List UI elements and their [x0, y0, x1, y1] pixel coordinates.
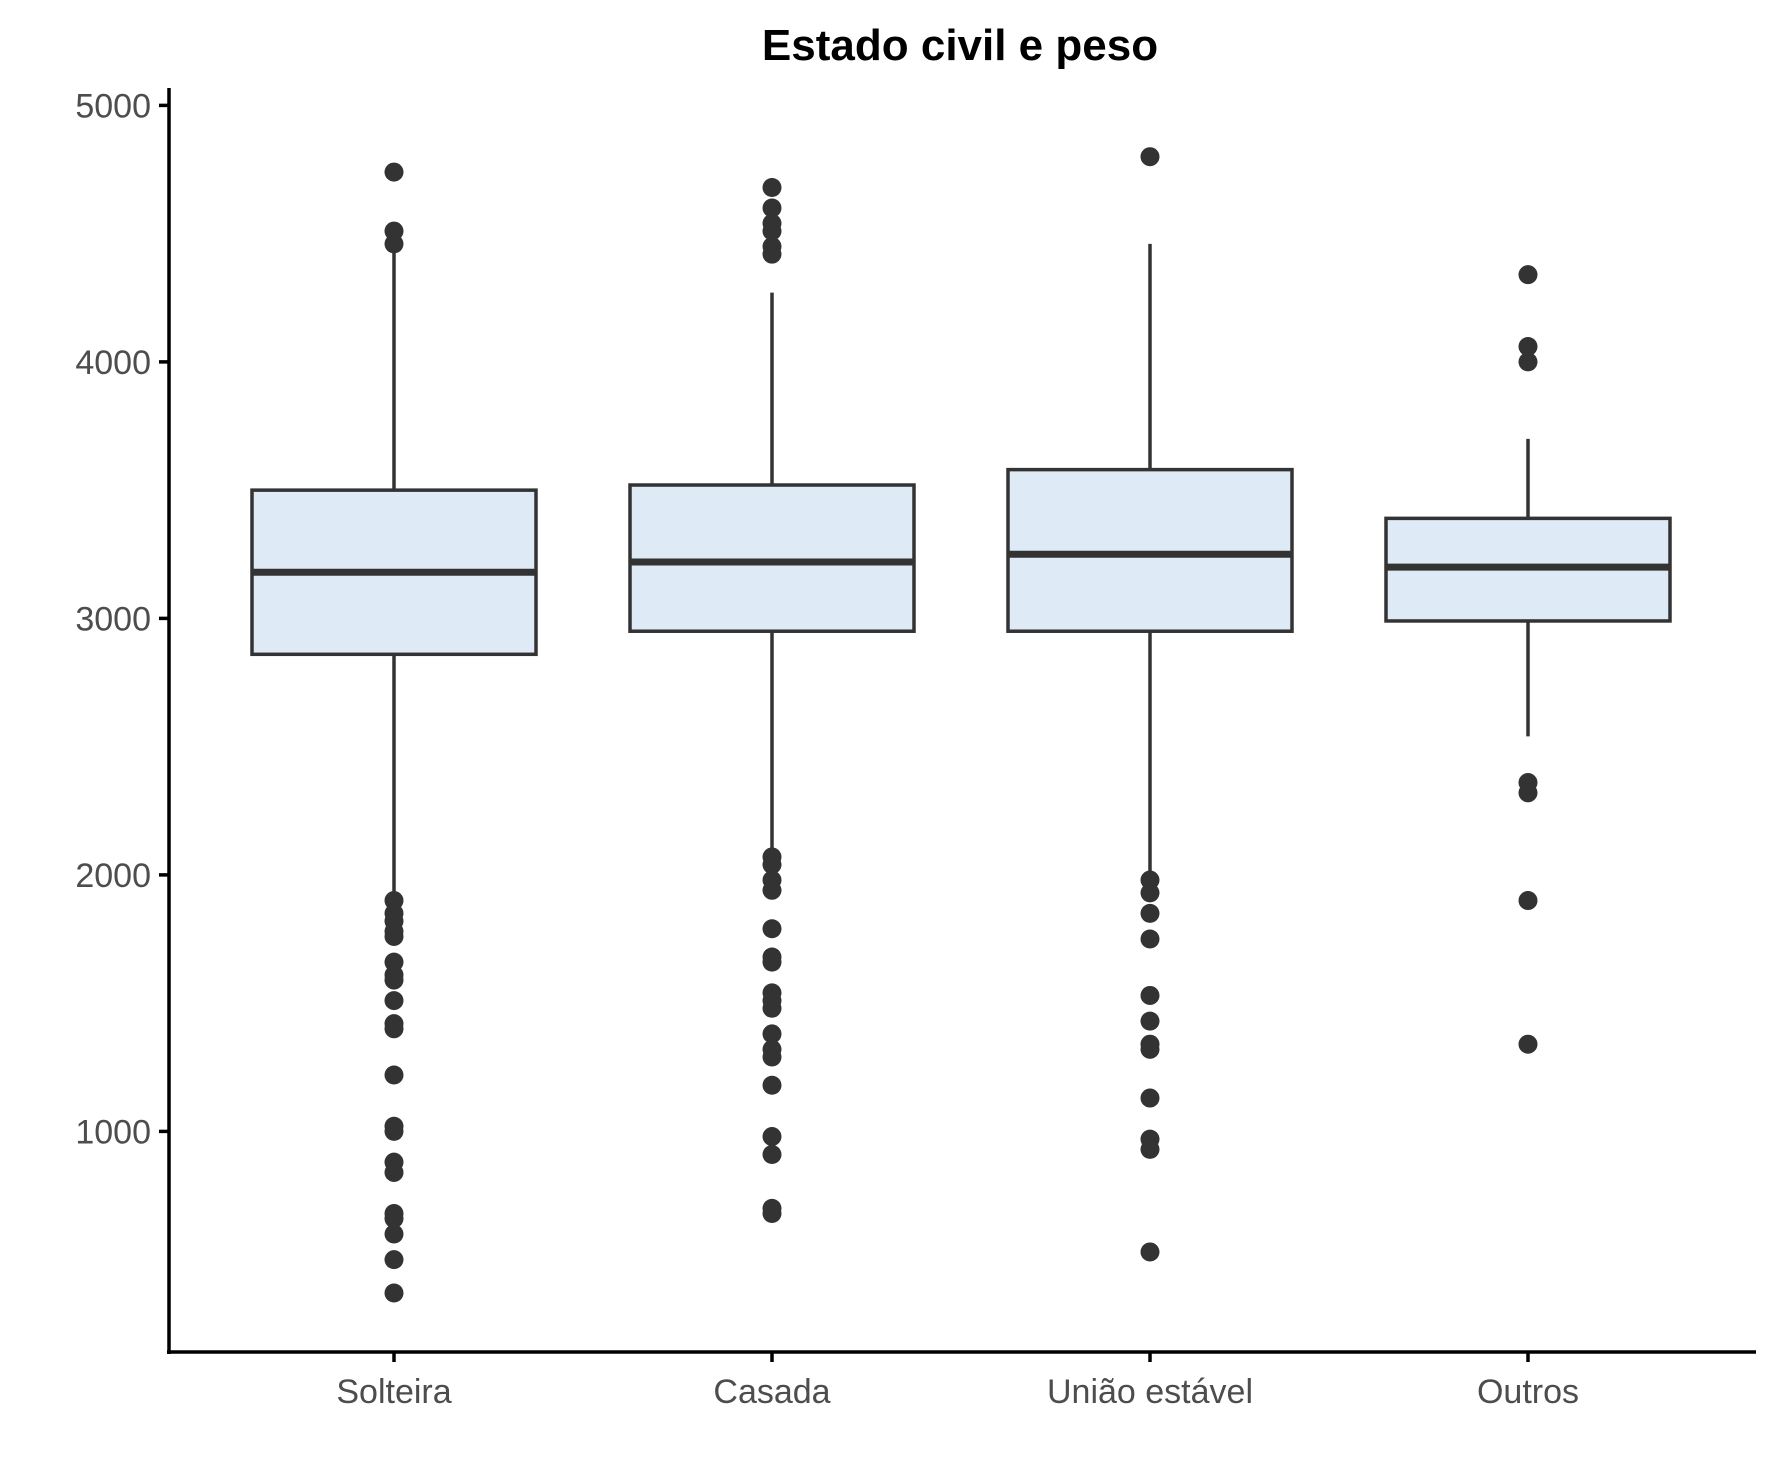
y-tick-label: 2000	[75, 857, 151, 895]
outlier-point	[384, 1283, 404, 1303]
box-group	[250, 162, 538, 1303]
box-group	[1006, 147, 1294, 1262]
outlier-point	[1518, 265, 1538, 285]
outlier-point	[384, 1019, 404, 1039]
outlier-point	[1140, 1139, 1160, 1159]
outlier-point	[1140, 1011, 1160, 1031]
outlier-point	[1518, 891, 1538, 911]
outlier-point	[762, 998, 782, 1018]
outlier-point	[762, 1047, 782, 1067]
outlier-point	[384, 234, 404, 254]
chart-title: Estado civil e peso	[762, 21, 1158, 70]
outlier-point	[384, 970, 404, 990]
y-tick-label: 1000	[75, 1113, 151, 1151]
x-tick-label: Outros	[1477, 1373, 1579, 1411]
outlier-point	[384, 926, 404, 946]
outlier-point	[1518, 1034, 1538, 1054]
axes: 1000 2000 3000 4000 5000 Solteira Casada União …	[75, 87, 1756, 1411]
plot-area	[250, 147, 1672, 1303]
outlier-point	[762, 244, 782, 264]
y-tick-label: 3000	[75, 600, 151, 638]
outlier-point	[1140, 1039, 1160, 1059]
outlier-point	[1140, 883, 1160, 903]
outlier-point	[762, 1203, 782, 1223]
box-group	[1384, 265, 1672, 1054]
x-tick-label: Solteira	[336, 1373, 451, 1411]
outlier-point	[1140, 903, 1160, 923]
x-tick-label: Casada	[713, 1373, 830, 1411]
outlier-point	[762, 198, 782, 218]
box	[1006, 467, 1294, 633]
outlier-point	[1140, 1088, 1160, 1108]
outlier-point	[762, 177, 782, 197]
outlier-point	[384, 1224, 404, 1244]
y-tick-label: 5000	[75, 87, 151, 125]
outlier-point	[384, 1209, 404, 1229]
box-group	[628, 177, 916, 1223]
outlier-point	[762, 1144, 782, 1164]
outlier-point	[762, 952, 782, 972]
outlier-point	[1140, 1242, 1160, 1262]
outlier-point	[762, 1127, 782, 1147]
outlier-point	[762, 855, 782, 875]
outlier-point	[1140, 147, 1160, 167]
outlier-point	[762, 919, 782, 939]
outlier-point	[384, 1250, 404, 1270]
outlier-point	[1140, 929, 1160, 949]
outlier-point	[762, 221, 782, 241]
outlier-point	[762, 1024, 782, 1044]
outlier-point	[1518, 783, 1538, 803]
outlier-point	[384, 1121, 404, 1141]
outlier-point	[1518, 337, 1538, 357]
box	[628, 483, 916, 633]
outlier-point	[384, 162, 404, 182]
outlier-point	[384, 1162, 404, 1182]
y-tick-label: 4000	[75, 344, 151, 382]
outlier-point	[762, 1075, 782, 1095]
outlier-point	[384, 991, 404, 1011]
outlier-point	[762, 880, 782, 900]
x-tick-label: União estável	[1047, 1373, 1253, 1411]
outlier-point	[1140, 985, 1160, 1005]
outlier-point	[384, 1065, 404, 1085]
outlier-point	[1518, 352, 1538, 372]
